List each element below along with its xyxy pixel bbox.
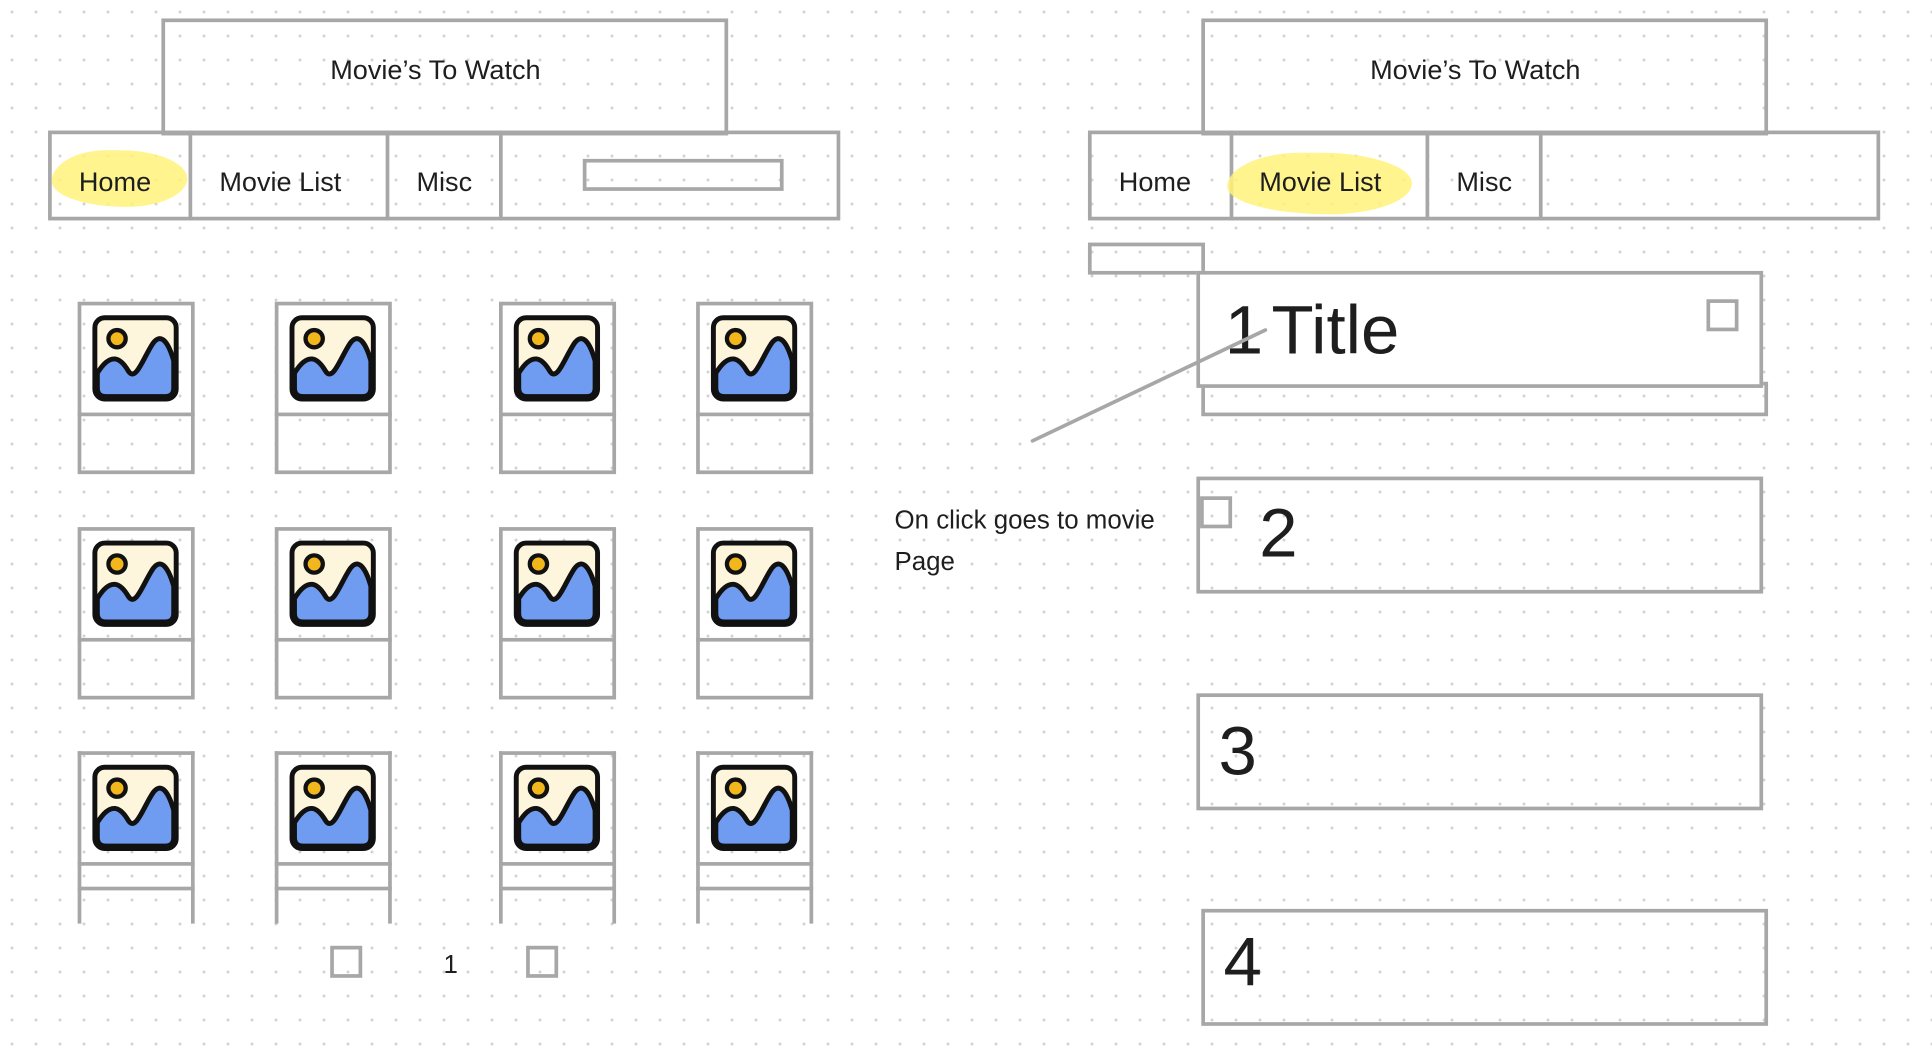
movie-card-caption-divider [274,862,392,866]
image-placeholder-icon [710,314,799,403]
movie-card-caption-divider [77,886,195,891]
left-navbar [48,130,841,221]
movie-row-2-checkbox[interactable] [1200,496,1233,529]
image-placeholder-icon [513,314,602,403]
image-placeholder-icon [288,764,377,853]
movie-row-4-number: 4 [1223,922,1262,1000]
image-placeholder-icon [288,314,377,403]
right-nav-home[interactable]: Home [1118,166,1192,198]
right-nav-misc[interactable]: Misc [1456,166,1513,198]
movie-card[interactable] [77,301,195,475]
movie-card-caption-divider [696,886,814,891]
pager-prev-button[interactable] [330,945,363,978]
movie-row-2-number: 2 [1259,493,1298,572]
movie-card-caption-divider [499,886,617,891]
movie-card-caption-divider [499,862,617,866]
movie-card-caption-divider [77,862,195,866]
image-placeholder-icon [513,764,602,853]
pager-page-number: 1 [443,950,458,980]
movie-card[interactable] [77,527,195,700]
movie-card[interactable] [77,751,195,924]
image-placeholder-icon [710,764,799,853]
movie-card-caption-divider [696,412,814,417]
image-placeholder-icon [91,764,180,853]
image-placeholder-icon [91,314,180,403]
movie-card[interactable] [499,751,617,924]
movie-card-caption-divider [274,637,392,642]
left-nav-divider-2 [385,130,390,221]
movie-card[interactable] [696,527,814,700]
right-nav-divider-3 [1538,130,1543,221]
right-nav-divider-2 [1425,130,1430,221]
image-placeholder-icon [710,539,799,628]
small-tab-box [1087,242,1205,275]
movie-card-caption-divider [499,637,617,642]
annotation-line-2: Page [894,548,955,577]
right-nav-movie-list[interactable]: Movie List [1259,166,1382,198]
movie-card-caption-divider [499,412,617,417]
image-placeholder-icon [288,539,377,628]
movie-row-3[interactable] [1196,693,1764,811]
movie-card[interactable] [274,751,392,924]
movie-card-caption-divider [274,412,392,417]
left-nav-divider-1 [188,130,193,221]
left-home-highlight [51,150,188,207]
left-nav-divider-3 [499,130,503,221]
image-placeholder-icon [91,539,180,628]
movie-row-4[interactable] [1201,908,1769,1026]
right-navbar [1087,130,1881,221]
movie-card-caption-divider [77,637,195,642]
image-placeholder-icon [513,539,602,628]
left-nav-misc[interactable]: Misc [416,166,473,198]
movie-row-2[interactable] [1196,476,1764,594]
movie-card[interactable] [499,301,617,475]
right-movie-list-highlight [1227,152,1412,215]
left-search-input[interactable] [582,158,784,191]
pager-next-button[interactable] [526,945,559,978]
annotation-line-1: On click goes to movie [894,506,1155,535]
movie-row-1-title: Title [1271,290,1400,369]
movie-card-caption-divider [77,412,195,417]
left-nav-home[interactable]: Home [78,166,152,198]
movie-card[interactable] [274,527,392,700]
movie-card[interactable] [499,527,617,700]
movie-card[interactable] [696,751,814,924]
left-page-title: Movie’s To Watch [330,54,541,85]
movie-row-1[interactable] [1196,270,1764,388]
movie-row-3-number: 3 [1218,711,1257,790]
movie-card-caption-divider [696,637,814,642]
movie-row-1-number: 1 [1224,290,1264,369]
movie-row-1-checkbox[interactable] [1706,299,1739,332]
movie-card-caption-divider [274,886,392,891]
left-nav-movie-list[interactable]: Movie List [219,166,342,198]
right-page-title: Movie’s To Watch [1370,54,1581,85]
movie-card[interactable] [274,301,392,475]
movie-card[interactable] [696,301,814,475]
movie-card-caption-divider [696,862,814,866]
